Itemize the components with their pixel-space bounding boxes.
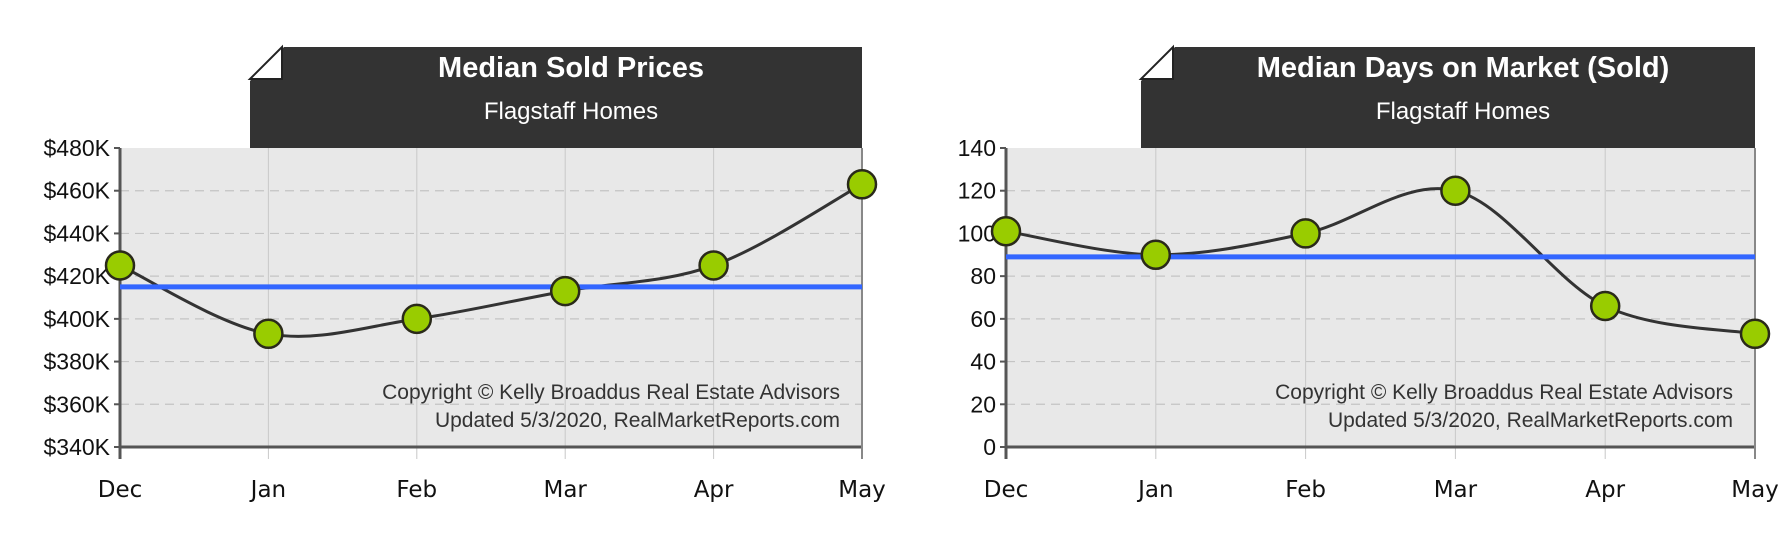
data-point [401, 303, 433, 335]
chart-subtitle: Flagstaff Homes [484, 98, 658, 125]
chart-2: Median Days on Market (Sold) Flagstaff Ho… [958, 44, 1779, 503]
chart-subtitle: Flagstaff Homes [1376, 98, 1550, 125]
x-tick-label: May [838, 477, 886, 503]
title-banner [1141, 47, 1755, 148]
data-point [990, 216, 1022, 247]
updated-text: Updated 5/3/2020, RealMarketReports.com [435, 409, 840, 432]
updated-text: Updated 5/3/2020, RealMarketReports.com [1328, 409, 1733, 432]
y-tick-label: $440K [43, 220, 110, 246]
y-tick-label: $360K [43, 391, 110, 417]
x-tick-label: Mar [543, 477, 587, 503]
copyright-text: Copyright © Kelly Broaddus Real Estate A… [1275, 381, 1733, 404]
y-tick-label: $380K [43, 349, 110, 375]
y-tick-label: 120 [958, 178, 996, 204]
chart-title: Median Sold Prices [438, 52, 704, 84]
data-point [104, 250, 136, 281]
data-point [1290, 218, 1321, 249]
x-tick-label: Mar [1434, 477, 1478, 503]
y-tick-label: $480K [43, 135, 110, 161]
x-tick-label: Dec [984, 477, 1029, 503]
data-point [846, 169, 878, 200]
y-tick-label: 40 [970, 349, 996, 375]
x-tick-label: Jan [249, 477, 286, 503]
chart-title: Median Days on Market (Sold) [1257, 52, 1670, 84]
data-point [1140, 239, 1172, 271]
title-banner [250, 47, 862, 148]
data-point [1440, 175, 1471, 206]
x-tick-label: Feb [1285, 477, 1326, 503]
data-point [253, 318, 284, 350]
x-tick-label: Dec [98, 477, 143, 503]
plot-area [1006, 148, 1755, 447]
x-tick-label: Jan [1136, 477, 1173, 503]
folded-corner-icon [1138, 44, 1174, 80]
y-tick-label: 140 [958, 135, 996, 161]
data-point [1739, 318, 1771, 350]
x-tick-label: Apr [1585, 477, 1625, 503]
y-tick-label: 100 [958, 220, 996, 246]
y-tick-label: $400K [43, 306, 110, 332]
copyright-text: Copyright © Kelly Broaddus Real Estate A… [382, 381, 840, 404]
y-tick-label: $340K [43, 434, 110, 460]
data-point [549, 275, 581, 307]
data-point [1589, 290, 1621, 322]
x-tick-label: Feb [396, 477, 437, 503]
series-line [119, 182, 863, 338]
y-tick-label: 60 [970, 306, 996, 332]
folded-corner-icon [247, 44, 283, 80]
plot-area [120, 148, 862, 447]
chart-1: Median Sold Prices Flagstaff Homes $340K $3… [43, 44, 886, 503]
x-tick-label: May [1731, 477, 1779, 503]
y-tick-label: $420K [43, 263, 110, 289]
y-tick-label: 0 [983, 434, 996, 460]
y-tick-label: 80 [970, 263, 996, 289]
x-tick-label: Apr [694, 477, 734, 503]
data-point [698, 250, 729, 281]
y-tick-label: $460K [43, 178, 110, 204]
y-tick-label: 20 [970, 391, 996, 417]
